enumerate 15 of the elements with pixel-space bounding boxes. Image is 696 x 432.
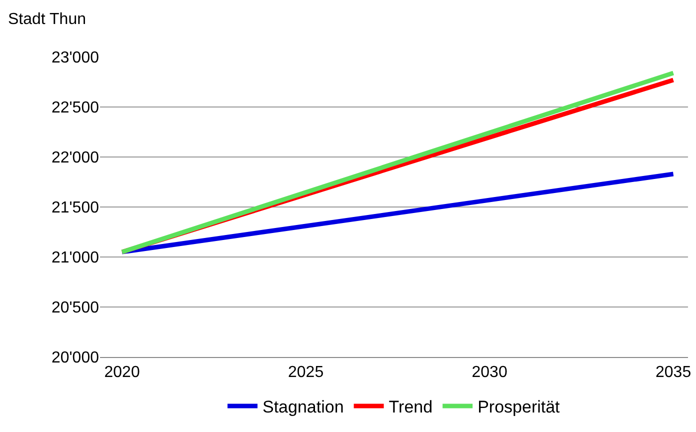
y-tick-label: 20'000 xyxy=(51,350,100,367)
y-tick-label: 22'000 xyxy=(51,150,100,167)
y-tick-label: 22'500 xyxy=(51,100,100,117)
y-tick-label: 21'000 xyxy=(51,250,100,267)
legend-label: Prosperität xyxy=(478,398,560,417)
legend-label: Trend xyxy=(388,398,433,417)
x-tick-label: 2035 xyxy=(656,364,692,382)
y-tick-label: 21'500 xyxy=(51,200,100,217)
x-tick-label: 2020 xyxy=(104,364,140,382)
x-tick-label: 2025 xyxy=(288,364,324,382)
x-tick-label: 2030 xyxy=(472,364,508,382)
y-tick-label: 23'000 xyxy=(51,50,100,67)
y-tick-label: 20'500 xyxy=(51,300,100,317)
y-axis-title: Stadt Thun xyxy=(8,11,86,28)
legend-label: Stagnation xyxy=(262,398,344,417)
